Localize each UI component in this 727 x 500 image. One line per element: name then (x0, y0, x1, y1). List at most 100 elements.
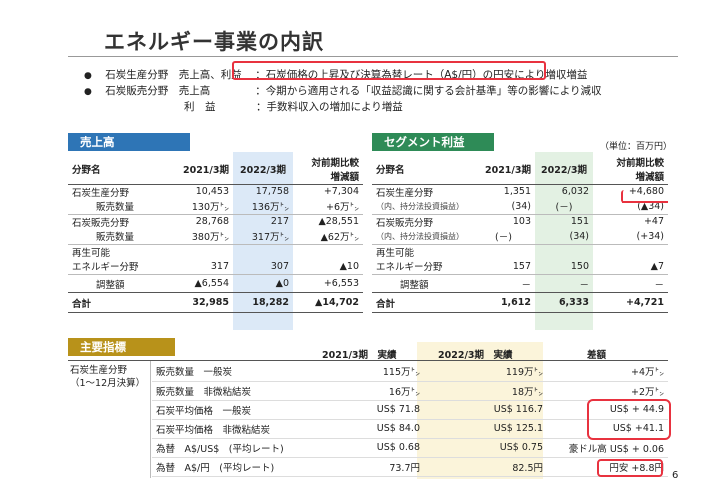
kpi-group-label: 石炭生産分野 （1～12月決算） (70, 365, 146, 389)
kpi-section-header: 主要指標 (68, 338, 175, 356)
row-label: 合計 (72, 298, 92, 310)
cell: － (521, 279, 531, 291)
cell: US$ 71.8 (304, 400, 424, 420)
cell: (+34) (636, 230, 664, 242)
cell: 17,758 (255, 186, 289, 198)
cell: +6万㌧ (325, 202, 359, 214)
annotation-box (587, 399, 671, 440)
bullet-3: 利 益：手数料収入の増加により増益 (84, 99, 403, 114)
cell: ▲7 (650, 260, 664, 272)
cell: US$ 0.68 (304, 438, 424, 458)
cell: 119万㌧ (424, 362, 547, 382)
sales-table: 分野名 2021/3期 2022/3期 対前期比較 増減額 石炭生産分野 10,4… (68, 154, 363, 313)
header-cell: 対前期比較 増減額 (616, 157, 664, 183)
cell: 317 (210, 260, 229, 272)
annotation-box (232, 61, 546, 80)
bullet-label: 石炭販売分野 売上高 (105, 85, 211, 97)
title-divider (68, 56, 678, 57)
cell: ▲28,551 (318, 216, 359, 228)
annotation-bracket (621, 190, 664, 203)
cell: 16万㌧ (304, 381, 424, 401)
row-label: 販売数量 (96, 232, 135, 244)
header-cell: 分野名 (72, 164, 101, 176)
page-title: エネルギー事業の内訳 (104, 30, 324, 54)
row-label: エネルギー分野 (72, 262, 139, 274)
cell: (－) (495, 232, 512, 244)
bullet-dot-icon: ● (84, 71, 92, 81)
row-label: 石炭平均価格 非微粘結炭 (152, 419, 304, 439)
bullet-2: ● 石炭販売分野 売上高 ：今期から適用される「収益認識に関する会計基準」等の影響… (84, 85, 602, 97)
cell: 28,768 (195, 216, 229, 228)
cell: － (579, 279, 589, 291)
cell: 18万㌧ (424, 381, 547, 401)
cell: ▲6,554 (194, 278, 229, 289)
kpi-header-diff: 差額 (587, 350, 607, 361)
header-cell: 対前期比較 増減額 (311, 157, 359, 183)
header-cell: 2022/3期 (239, 164, 287, 176)
cell: ▲14,702 (315, 297, 359, 308)
cell: +4,680 (628, 186, 664, 198)
row-label: 石炭販売分野 (376, 217, 434, 229)
cell: 1,351 (503, 186, 531, 198)
cell: ▲0 (275, 278, 289, 289)
sales-section-header: 売上高 (68, 133, 190, 151)
segment-section-header: セグメント利益 (372, 133, 494, 151)
bullet-label: 利 益 (184, 101, 216, 113)
bullet-text: 今期から適用される「収益認識に関する会計基準」等の影響により減収 (265, 85, 602, 97)
cell: +7,304 (323, 186, 359, 198)
row-label: 販売数量 非微粘結炭 (152, 381, 304, 401)
kpi-header-prev: 2021/3期 実績 (322, 350, 397, 361)
cell: 32,985 (192, 297, 229, 308)
page-number: 6 (672, 470, 679, 481)
cell: (▲34) (637, 200, 664, 212)
row-label: 石炭生産分野 (376, 187, 434, 199)
cell: (34) (569, 230, 589, 242)
row-label: 販売数量 (96, 202, 135, 214)
cell: US$ 116.7 (424, 400, 547, 420)
row-label: 調整額 (400, 279, 429, 291)
unit-label: （単位：百万円） (600, 142, 673, 152)
cell: 10,453 (195, 186, 229, 198)
row-label: 石炭生産分野 (72, 187, 130, 199)
cell: 6,032 (561, 186, 589, 198)
cell: US$ 0.75 (424, 438, 547, 458)
row-label: 石炭販売分野 (72, 217, 130, 229)
row-label: 為替 A$/円 (平均レート) (152, 457, 304, 477)
kpi-header-curr: 2022/3期 実績 (438, 350, 513, 361)
header-cell: 分野名 (376, 164, 405, 176)
cell: 136万㌧ (251, 202, 289, 214)
cell: 317万㌧ (251, 232, 289, 244)
cell: 82.5円 (424, 457, 547, 477)
cell: 130万㌧ (191, 202, 229, 214)
row-label: 為替 A$/US$ (平均レート) (152, 438, 304, 458)
cell: +4,721 (625, 297, 664, 308)
row-label: 再生可能 (72, 247, 111, 259)
kpi-rule (68, 360, 668, 361)
header-cell: 2021/3期 (484, 164, 531, 176)
cell: 1,612 (500, 297, 531, 308)
cell: 217 (270, 216, 289, 228)
cell: +4万㌧ (547, 362, 668, 382)
row-label: （内、持分法投資損益） (376, 201, 464, 211)
cell: 73.7円 (304, 457, 424, 477)
cell: － (654, 279, 664, 291)
cell: 103 (512, 216, 531, 228)
cell: 6,333 (558, 297, 589, 308)
annotation-box (597, 459, 663, 477)
cell: 18,282 (252, 297, 289, 308)
row-label: 石炭平均価格 一般炭 (152, 400, 304, 420)
cell: 151 (570, 216, 589, 228)
bullet-dot-icon: ● (84, 87, 92, 97)
cell: 157 (512, 260, 531, 272)
row-label: 調整額 (96, 279, 125, 291)
row-label: エネルギー分野 (376, 262, 443, 274)
sales-highlight-column (233, 152, 293, 330)
row-label: 販売数量 一般炭 (152, 362, 304, 382)
cell: 307 (270, 260, 289, 272)
cell: US$ 125.1 (424, 419, 547, 439)
kpi-table: 販売数量 一般炭 115万㌧ 119万㌧ +4万㌧ 販売数量 非微粘結炭 16万… (152, 362, 668, 477)
row-label: 再生可能 (376, 247, 415, 259)
kpi-divider (150, 361, 151, 478)
cell: (－) (555, 202, 573, 214)
bullet-text: 手数料収入の増加により増益 (266, 101, 403, 113)
